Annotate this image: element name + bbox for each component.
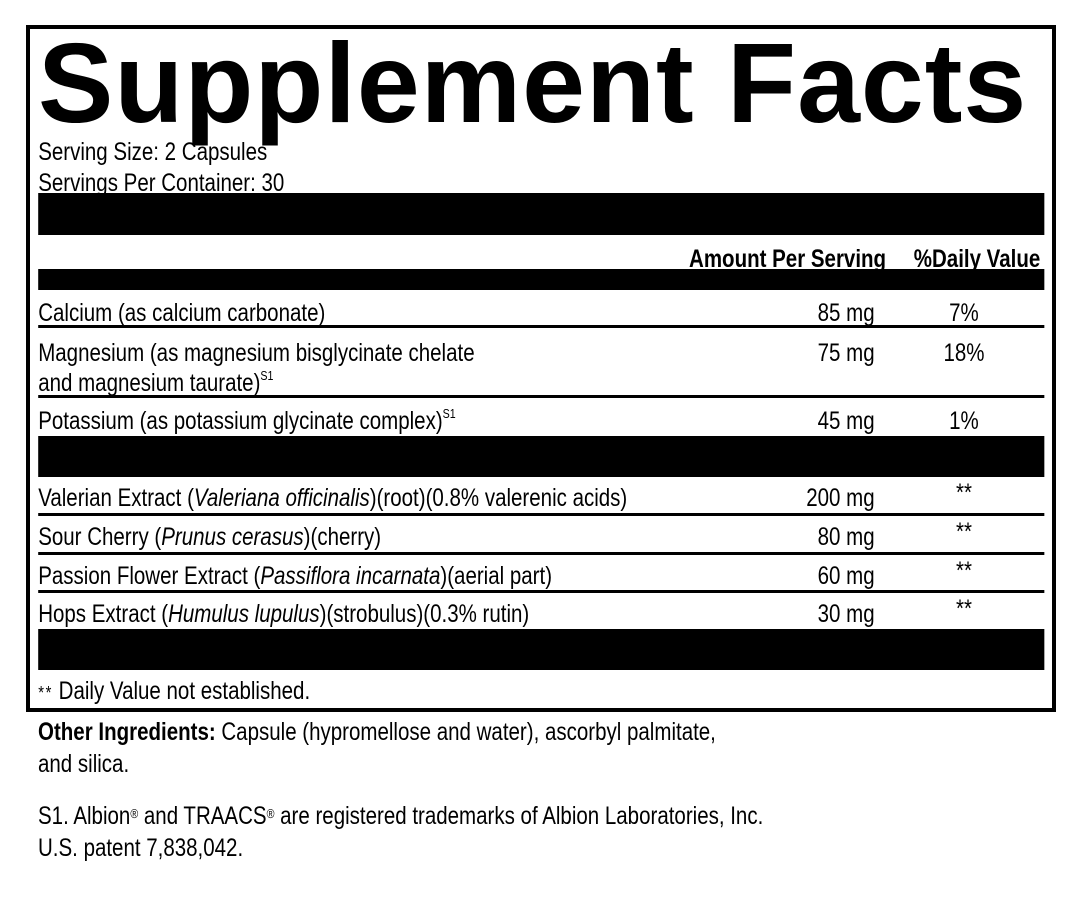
footnote: ** Daily Value not established. <box>38 679 310 704</box>
ingredient-dv: ** <box>955 479 972 507</box>
ingredient-dv: 1% <box>949 407 979 435</box>
footnote-ref: S1 <box>260 368 274 383</box>
trademark-text: S1. Albion <box>38 802 131 830</box>
ingredient-name: Hops Extract (Humulus lupulus)(strobulus… <box>38 602 529 627</box>
ingredient-name: Valerian Extract (Valeriana officinalis)… <box>38 486 627 511</box>
divider-bar <box>38 193 1045 235</box>
divider-bar <box>38 269 1045 290</box>
registered-mark: ® <box>266 806 275 821</box>
ingredient-name-cont: and magnesium taurate)S1 <box>38 368 274 397</box>
ingredient-name: Magnesium (as magnesium bisglycinate che… <box>38 339 475 367</box>
ingredient-amount: 30 mg <box>817 600 875 628</box>
divider-bar <box>38 629 1045 670</box>
ingredient-amount: 80 mg <box>817 523 875 551</box>
ingredient-dv: 18% <box>943 339 985 367</box>
header-amount: Amount Per Serving <box>689 245 887 273</box>
header-daily-value: %Daily Value <box>913 245 1041 273</box>
row-rule <box>38 395 1045 398</box>
name-text: )(root)(0.8% valerenic acids) <box>369 484 628 512</box>
divider-bar <box>38 436 1045 477</box>
row-rule <box>38 325 1045 328</box>
servings-per-container: Servings Per Container: 30 <box>38 169 285 197</box>
ingredient-amount: 60 mg <box>817 562 875 590</box>
trademark-text: and TRAACS <box>138 802 267 830</box>
name-text: Valerian Extract ( <box>38 484 194 512</box>
ingredient-name: Passion Flower Extract (Passiflora incar… <box>38 564 552 589</box>
trademark-note: S1. Albion® and TRAACS® are registered t… <box>38 800 1055 864</box>
trademark-text: are registered trademarks of Albion Labo… <box>274 802 764 830</box>
latin-name: Prunus cerasus <box>161 523 304 551</box>
name-text: Sour Cherry ( <box>38 523 162 551</box>
other-ingredients-label: Other Ingredients: <box>38 718 216 746</box>
latin-name: Passiflora incarnata <box>260 562 441 590</box>
row-rule <box>38 552 1045 555</box>
footnote-mark: ** <box>38 683 53 703</box>
other-ingredients: Other Ingredients: Capsule (hypromellose… <box>38 716 1055 780</box>
ingredient-dv: ** <box>955 518 972 546</box>
patent-text: U.S. patent 7,838,042. <box>38 834 244 862</box>
row-rule <box>38 513 1045 516</box>
supplement-facts-panel: Supplement Facts Serving Size: 2 Capsule… <box>26 21 1056 712</box>
panel-title: Supplement Facts <box>38 20 1028 146</box>
latin-name: Humulus lupulus <box>168 600 320 628</box>
name-text: Passion Flower Extract ( <box>38 562 261 590</box>
other-ingredients-text: Capsule (hypromellose and water), ascorb… <box>215 718 716 746</box>
registered-mark: ® <box>130 806 139 821</box>
ingredient-dv: ** <box>955 595 972 623</box>
footnote-ref: S1 <box>442 406 456 421</box>
name-text: )(strobulus)(0.3% rutin) <box>319 600 530 628</box>
name-text: and magnesium taurate) <box>38 369 261 397</box>
ingredient-amount: 200 mg <box>806 484 875 512</box>
serving-size: Serving Size: 2 Capsules <box>38 138 268 166</box>
ingredient-amount: 45 mg <box>817 407 875 435</box>
ingredient-dv: ** <box>955 557 972 585</box>
other-ingredients-text: and silica. <box>38 750 130 778</box>
name-text: )(cherry) <box>303 523 382 551</box>
ingredient-amount: 75 mg <box>817 339 875 367</box>
latin-name: Valeriana officinalis <box>193 484 370 512</box>
name-text: Potassium (as potassium glycinate comple… <box>38 407 443 435</box>
ingredient-name: Calcium (as calcium carbonate) <box>38 299 326 327</box>
ingredient-amount: 85 mg <box>817 299 875 327</box>
ingredient-name: Potassium (as potassium glycinate comple… <box>38 406 456 435</box>
name-text: )(aerial part) <box>440 562 553 590</box>
footnote-text: Daily Value not established. <box>52 677 311 705</box>
ingredient-dv: 7% <box>949 299 979 327</box>
row-rule <box>38 590 1045 593</box>
name-text: Hops Extract ( <box>38 600 169 628</box>
ingredient-name: Sour Cherry (Prunus cerasus)(cherry) <box>38 525 381 550</box>
